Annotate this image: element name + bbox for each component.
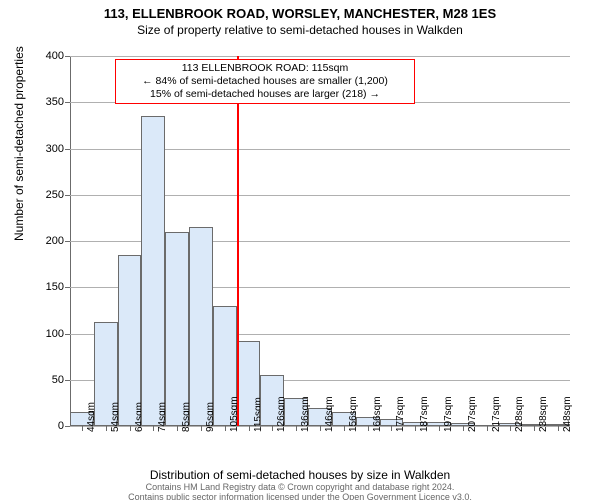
xtick-label: 238sqm	[538, 396, 549, 432]
xtick-mark	[415, 426, 416, 431]
ytick-mark	[65, 102, 70, 103]
xtick-mark	[106, 426, 107, 431]
ytick-label: 150	[24, 281, 64, 293]
xtick-label: 228sqm	[514, 396, 525, 432]
xtick-mark	[320, 426, 321, 431]
ytick-label: 50	[24, 374, 64, 386]
gridline	[70, 56, 570, 57]
ytick-mark	[65, 380, 70, 381]
chart-container: 113, ELLENBROOK ROAD, WORSLEY, MANCHESTE…	[0, 6, 600, 500]
ytick-mark	[65, 334, 70, 335]
xtick-mark	[510, 426, 511, 431]
xtick-mark	[463, 426, 464, 431]
xtick-mark	[177, 426, 178, 431]
plot-area: 05010015020025030035040044sqm54sqm64sqm7…	[70, 56, 570, 426]
page-subtitle: Size of property relative to semi-detach…	[0, 23, 600, 37]
xtick-mark	[487, 426, 488, 431]
xtick-mark	[201, 426, 202, 431]
xtick-mark	[558, 426, 559, 431]
xtick-label: 166sqm	[372, 396, 383, 432]
xtick-mark	[82, 426, 83, 431]
footnote-line-1: Contains HM Land Registry data © Crown c…	[0, 482, 600, 492]
histogram-bar	[141, 116, 165, 426]
ytick-mark	[65, 56, 70, 57]
histogram-bar	[165, 232, 189, 426]
histogram-bar	[189, 227, 213, 426]
annotation-line: 15% of semi-detached houses are larger (…	[120, 88, 410, 101]
xtick-mark	[272, 426, 273, 431]
xtick-label: 217sqm	[491, 396, 502, 432]
xtick-mark	[391, 426, 392, 431]
x-axis-label: Distribution of semi-detached houses by …	[0, 468, 600, 482]
annotation-line: 113 ELLENBROOK ROAD: 115sqm	[120, 62, 410, 75]
xtick-mark	[344, 426, 345, 431]
xtick-mark	[534, 426, 535, 431]
histogram-bar	[118, 255, 142, 426]
ytick-mark	[65, 287, 70, 288]
footnote: Contains HM Land Registry data © Crown c…	[0, 482, 600, 500]
ytick-mark	[65, 195, 70, 196]
annotation-box: 113 ELLENBROOK ROAD: 115sqm← 84% of semi…	[115, 59, 415, 104]
ytick-label: 300	[24, 143, 64, 155]
ytick-mark	[65, 241, 70, 242]
ytick-mark	[65, 149, 70, 150]
ytick-label: 0	[24, 420, 64, 432]
xtick-label: 197sqm	[443, 396, 454, 432]
xtick-mark	[296, 426, 297, 431]
xtick-mark	[368, 426, 369, 431]
ytick-label: 400	[24, 50, 64, 62]
xtick-label: 207sqm	[467, 396, 478, 432]
ytick-label: 350	[24, 96, 64, 108]
xtick-label: 156sqm	[348, 396, 359, 432]
footnote-line-2: Contains public sector information licen…	[0, 492, 600, 500]
xtick-mark	[225, 426, 226, 431]
ytick-mark	[65, 426, 70, 427]
xtick-mark	[153, 426, 154, 431]
ytick-label: 100	[24, 328, 64, 340]
plot: 05010015020025030035040044sqm54sqm64sqm7…	[70, 56, 570, 426]
xtick-mark	[130, 426, 131, 431]
xtick-mark	[249, 426, 250, 431]
xtick-label: 248sqm	[562, 396, 573, 432]
ytick-label: 200	[24, 235, 64, 247]
annotation-line: ← 84% of semi-detached houses are smalle…	[120, 75, 410, 88]
reference-line	[237, 56, 239, 426]
page-title: 113, ELLENBROOK ROAD, WORSLEY, MANCHESTE…	[0, 6, 600, 21]
xtick-label: 177sqm	[395, 396, 406, 432]
xtick-label: 187sqm	[419, 396, 430, 432]
xtick-mark	[439, 426, 440, 431]
ytick-label: 250	[24, 189, 64, 201]
